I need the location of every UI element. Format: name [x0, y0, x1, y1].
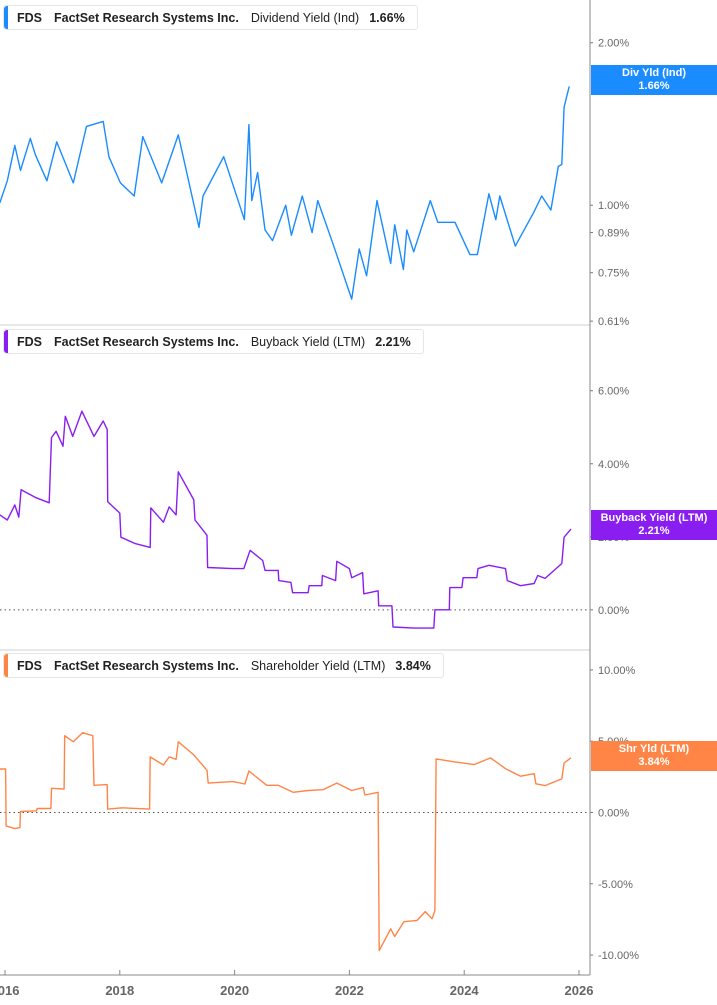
x-tick-label: 2020 — [220, 983, 249, 998]
metric-value: 2.21% — [375, 334, 411, 349]
series-line-shareholder-yield — [0, 732, 572, 952]
badge-value: 2.21% — [638, 525, 670, 537]
panel-header-shareholder-yield: FDS FactSet Research Systems Inc. Shareh… — [3, 653, 444, 678]
y-tick-label: 1.00% — [598, 200, 629, 212]
metric-value: 1.66% — [369, 10, 405, 25]
panel-header-buyback-yield: FDS FactSet Research Systems Inc. Buybac… — [3, 329, 424, 354]
series-color-marker — [4, 6, 8, 29]
y-tick-label: -10.00% — [598, 950, 639, 962]
series-color-marker — [4, 330, 8, 353]
last-value-badge-buyback: Buyback Yield (LTM) 2.21% — [591, 510, 717, 540]
metric-name: Buyback Yield (LTM) — [250, 334, 366, 349]
y-tick-label: -5.00% — [598, 879, 633, 891]
ticker: FDS — [17, 658, 42, 673]
badge-value: 3.84% — [638, 756, 670, 768]
metric-name: Dividend Yield (Ind) — [250, 10, 360, 25]
x-tick-label: 2016 — [0, 983, 19, 998]
y-tick-label: 0.00% — [598, 605, 629, 617]
series-color-marker — [4, 654, 8, 677]
y-tick-label: 0.89% — [598, 228, 629, 240]
y-tick-label: 4.00% — [598, 459, 629, 471]
last-value-badge-dividend: Div Yld (Ind) 1.66% — [591, 65, 717, 95]
metric-value: 3.84% — [395, 658, 431, 673]
x-tick-label: 2022 — [335, 983, 364, 998]
ticker: FDS — [17, 10, 42, 25]
metric-name: Shareholder Yield (LTM) — [250, 658, 386, 673]
y-tick-label: 10.00% — [598, 665, 636, 677]
panel-header-dividend-yield: FDS FactSet Research Systems Inc. Divide… — [3, 5, 418, 30]
company-name: FactSet Research Systems Inc. — [54, 10, 239, 25]
series-line-dividend-yield — [0, 86, 570, 300]
badge-label: Buyback Yield (LTM) — [600, 512, 708, 524]
x-tick-label: 2018 — [105, 983, 134, 998]
x-tick-label: 2024 — [450, 983, 480, 998]
badge-label: Div Yld (Ind) — [622, 67, 686, 79]
badge-label: Shr Yld (LTM) — [618, 743, 690, 755]
y-tick-label: 6.00% — [598, 386, 629, 398]
series-line-buyback-yield — [0, 410, 572, 629]
x-tick-label: 2026 — [565, 983, 594, 998]
y-tick-label: 0.75% — [598, 268, 629, 280]
last-value-badge-shareholder: Shr Yld (LTM) 3.84% — [591, 741, 717, 771]
badge-value: 1.66% — [638, 80, 670, 92]
ticker: FDS — [17, 334, 42, 349]
y-tick-label: 0.00% — [598, 808, 629, 820]
y-tick-label: 0.61% — [598, 316, 629, 328]
company-name: FactSet Research Systems Inc. — [54, 658, 239, 673]
company-name: FactSet Research Systems Inc. — [54, 334, 239, 349]
y-tick-label: 2.00% — [598, 38, 629, 50]
